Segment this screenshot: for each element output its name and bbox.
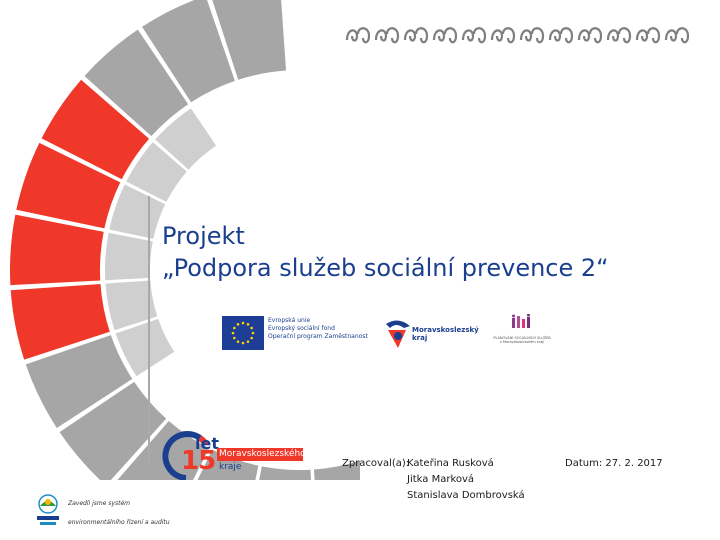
wave-icon xyxy=(345,27,371,44)
arc-segment-inner xyxy=(105,232,153,281)
date: Datum: 27. 2. 2017 xyxy=(565,456,663,472)
eu-logo-text: Evropská unie Evropský sociální fond Ope… xyxy=(268,317,368,341)
anniversary-arc-icon xyxy=(162,431,209,480)
arc-segment xyxy=(41,79,150,180)
wave-icon xyxy=(606,27,632,44)
arc-segment-inner xyxy=(115,318,175,377)
author-list: Kateřina Rusková Jitka Marková Stanislav… xyxy=(407,456,525,504)
date-label: Datum: xyxy=(565,458,603,469)
wave-icon xyxy=(490,27,516,44)
arc-segment-inner xyxy=(126,142,187,202)
prepared-by-label: Zpracoval(a): xyxy=(342,458,410,469)
eu-line-3: Operační program Zaměstnanost xyxy=(268,333,368,340)
logo-strip: Evropská unie Evropský sociální fond Ope… xyxy=(222,312,552,358)
eu-line-1: Evropská unie xyxy=(268,317,311,324)
planning-logo-text: PLÁNOVÁNÍ SOCIÁLNÍCH SLUŽEB v Moravskosl… xyxy=(493,336,551,344)
wave-icon xyxy=(519,27,545,44)
title-line-2: „Podpora služeb sociální prevence 2“ xyxy=(162,254,609,282)
wave-icon xyxy=(403,27,429,44)
emas-text-2: environmentálního řízení a auditu xyxy=(68,519,170,526)
wave-icon xyxy=(635,27,661,44)
arc-segment xyxy=(259,466,312,480)
vertical-divider xyxy=(148,196,150,464)
date-value: 27. 2. 2017 xyxy=(605,458,663,469)
msk-line-1: Moravskoslezský xyxy=(412,326,479,334)
decorative-arc xyxy=(9,0,360,480)
wave-pattern xyxy=(344,22,692,46)
moravskoslezsky-kraj-logo-icon xyxy=(386,320,410,348)
arc-segment xyxy=(9,214,104,286)
page-title: Projekt „Podpora služeb sociální prevenc… xyxy=(162,220,609,284)
anniversary-number: 15 xyxy=(181,446,216,476)
author-name: Jitka Marková xyxy=(407,474,475,485)
anniversary-kraje: kraje xyxy=(219,462,242,472)
arc-segment-inner xyxy=(155,108,217,170)
anniversary-region: Moravskoslezského xyxy=(219,449,306,459)
wave-icon xyxy=(577,27,603,44)
wave-icon xyxy=(374,27,400,44)
wave-icon xyxy=(548,27,574,44)
arc-segment xyxy=(212,0,287,80)
author-name: Kateřina Rusková xyxy=(407,458,494,469)
emas-logo-icon xyxy=(37,494,59,525)
wave-icon xyxy=(432,27,458,44)
arc-segment-inner xyxy=(109,184,166,239)
arc-segment xyxy=(197,449,259,480)
msk-logo-text: Moravskoslezský kraj xyxy=(412,326,479,342)
wave-icon xyxy=(461,27,487,44)
anniversary-let: let xyxy=(195,434,219,453)
planning-social-services-logo-icon xyxy=(512,314,530,328)
emas-text-1: Zavedli jsme systém xyxy=(68,500,131,507)
arc-segment xyxy=(59,381,167,480)
anniversary-region-bar xyxy=(217,448,303,461)
arc-segment xyxy=(10,283,110,360)
arc-segment xyxy=(313,460,360,480)
author-name: Stanislava Dombrovská xyxy=(407,490,525,501)
wave-icon xyxy=(664,27,690,44)
eu-line-2: Evropský sociální fond xyxy=(268,325,335,332)
arc-segment xyxy=(16,142,121,229)
arc-segment xyxy=(84,29,189,137)
msk-line-2: kraj xyxy=(412,334,428,342)
arc-segment xyxy=(142,0,235,103)
arc-segment-inner xyxy=(105,280,158,331)
arc-segment xyxy=(25,335,133,428)
eu-flag-icon xyxy=(222,316,264,350)
title-line-1: Projekt xyxy=(162,222,245,250)
